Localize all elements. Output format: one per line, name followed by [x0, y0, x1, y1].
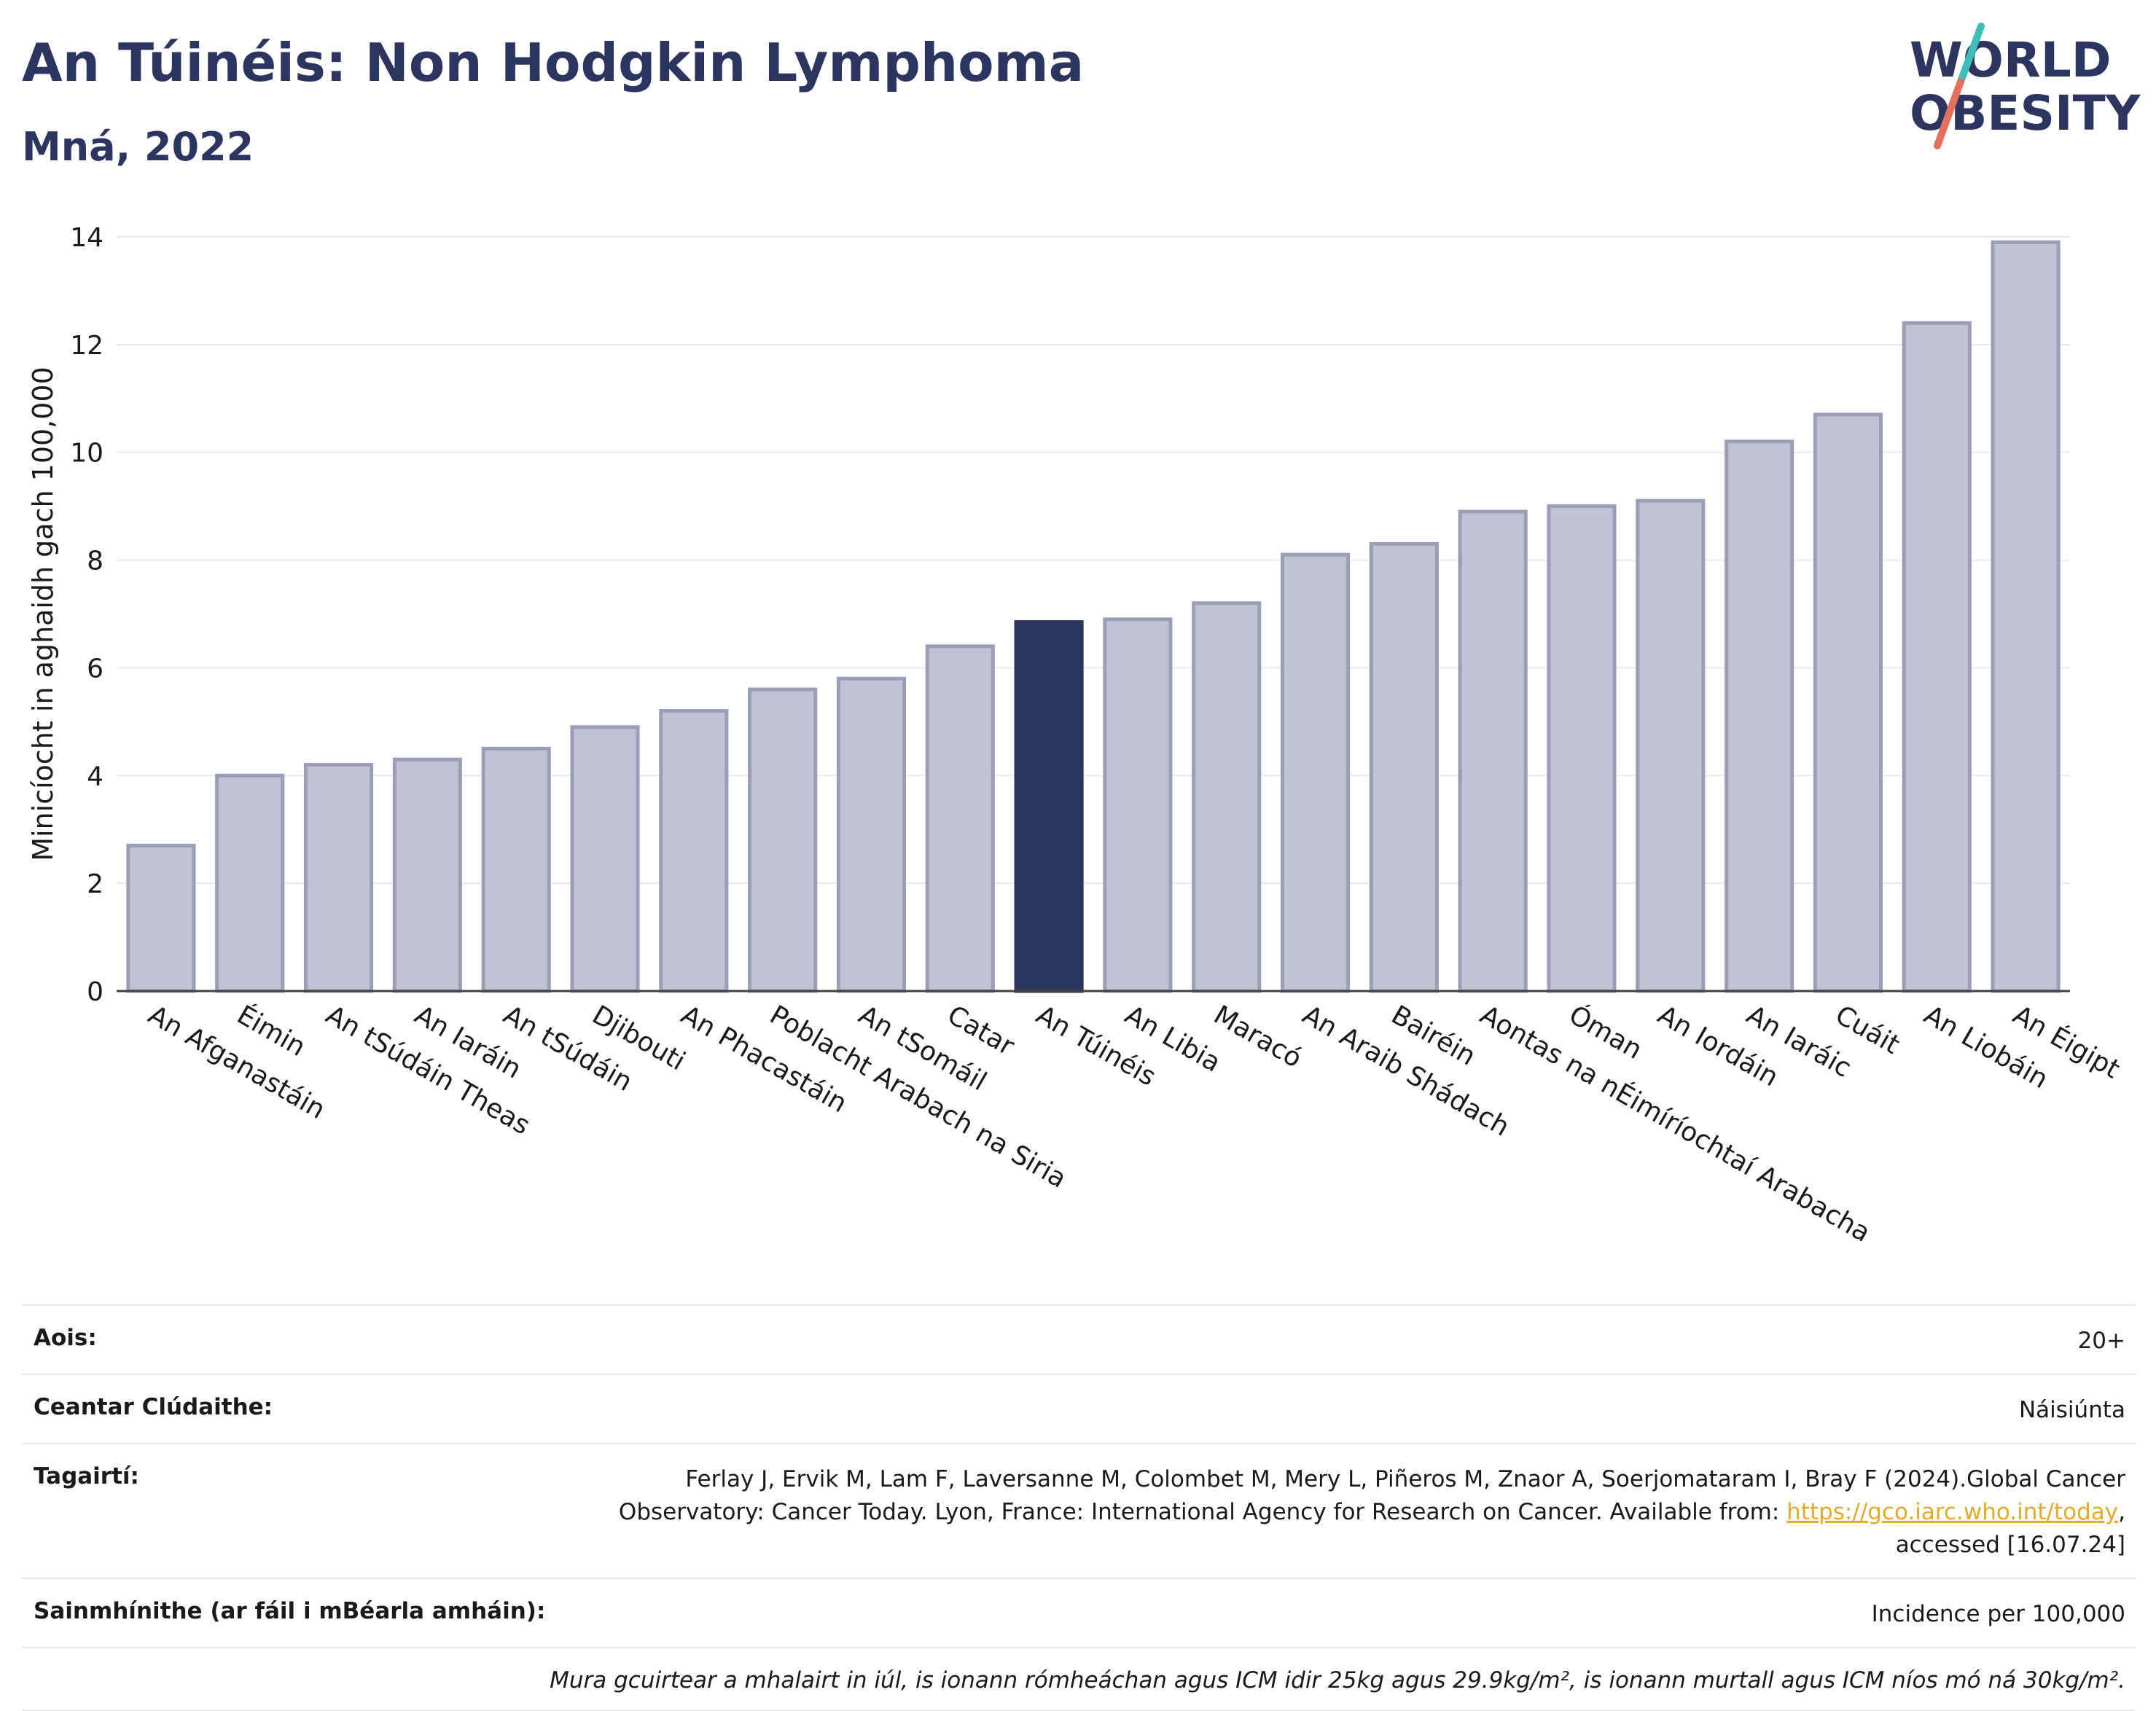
references-text-3: ,: [2118, 1498, 2125, 1525]
logo-slash-top: [1957, 23, 1985, 85]
details-row-age: Aois: 20+: [22, 1304, 2136, 1374]
bar: [215, 773, 285, 993]
y-tick-label: 0: [87, 977, 103, 1007]
definitions-label: Sainmhínithe (ar fáil i mBéarla amháin):: [34, 1597, 546, 1624]
y-tick-label: 12: [70, 331, 103, 361]
bar: [126, 843, 196, 993]
y-axis-label: Minicíocht in aghaidh gach 100,000: [27, 367, 59, 861]
bar: [1991, 240, 2061, 993]
bar: [1725, 439, 1794, 993]
bar: [1103, 617, 1173, 993]
y-tick-label: 10: [70, 439, 103, 469]
area-value: Náisiúnta: [2018, 1396, 2125, 1423]
references-text-1: Ferlay J, Ervik M, Lam F, Laversanne M, …: [685, 1465, 2125, 1492]
bar: [481, 746, 551, 993]
logo-word-world: WORLD: [1910, 32, 2112, 88]
bar-chart: 0 2 4 6 8 10 12 14 Minicíocht in aghaidh gach 10…: [27, 223, 2125, 1248]
y-tick-label: 8: [87, 547, 103, 576]
bar: [1280, 552, 1351, 993]
bar: [1813, 412, 1883, 993]
bar: [748, 687, 818, 993]
logo-slash-bottom: [1934, 78, 1964, 149]
footnote: Mura gcuirtear a mhalairt in iúl, is ion…: [550, 1667, 2125, 1694]
details-row-references: Tagairtí: Ferlay J, Ervik M, Lam F, Lave…: [22, 1442, 2136, 1578]
bar: [303, 763, 374, 993]
bar: [392, 757, 462, 993]
age-label: Aois:: [34, 1325, 97, 1351]
bar: [570, 725, 640, 993]
y-tick-label: 14: [70, 223, 103, 253]
details-row-area: Ceantar Clúdaithe: Náisiúnta: [22, 1373, 2136, 1443]
age-value: 20+: [2077, 1328, 2125, 1354]
references-value: Ferlay J, Ervik M, Lam F, Laversanne M, …: [619, 1463, 2125, 1562]
references-text-4: accessed [16.07.24]: [1895, 1531, 2125, 1558]
bar: [1192, 601, 1262, 993]
details-table: Aois: 20+ Ceantar Clúdaithe: Náisiúnta T…: [22, 1304, 2136, 1711]
bar: [1547, 504, 1617, 993]
bar: [1902, 321, 1972, 993]
y-tick-label: 2: [87, 869, 103, 899]
y-tick-label: 4: [87, 761, 103, 791]
references-link[interactable]: https://gco.iarc.who.int/today: [1786, 1498, 2119, 1525]
definitions-value: Incidence per 100,000: [1871, 1600, 2125, 1627]
details-row-note: Mura gcuirtear a mhalairt in iúl, is ion…: [22, 1646, 2136, 1711]
bar: [659, 709, 729, 993]
x-tick-label: Maracó: [1208, 1000, 1307, 1073]
bar: [925, 644, 995, 993]
world-obesity-logo: WORLD OBESITY: [1910, 23, 2141, 149]
references-label: Tagairtí:: [34, 1463, 139, 1489]
page-subtitle: Mná, 2022: [22, 124, 254, 170]
page-title: An Túinéis: Non Hodgkin Lymphoma: [22, 32, 1085, 93]
bar: [1014, 620, 1084, 993]
bar: [1636, 498, 1706, 993]
area-label: Ceantar Clúdaithe:: [34, 1393, 273, 1420]
bar: [1369, 541, 1439, 993]
details-row-definitions: Sainmhínithe (ar fáil i mBéarla amháin):…: [22, 1577, 2136, 1647]
references-text-2: Observatory: Cancer Today. Lyon, France:…: [618, 1498, 1787, 1525]
bar: [836, 676, 907, 993]
y-tick-label: 6: [87, 654, 103, 684]
bar: [1458, 509, 1528, 993]
